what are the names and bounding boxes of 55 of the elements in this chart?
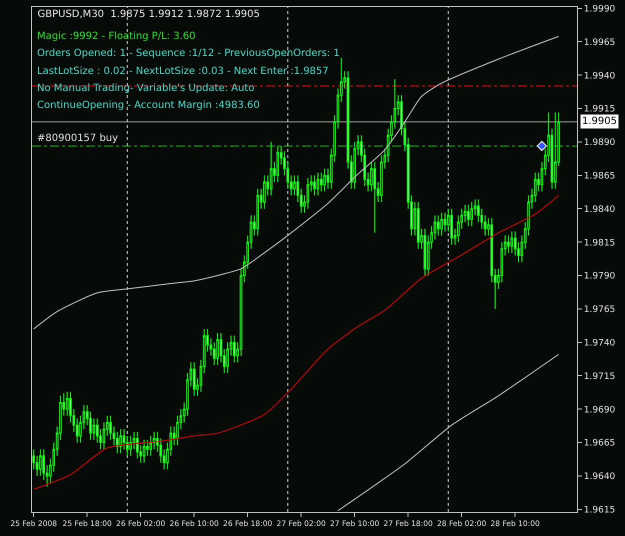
y-tick-label: 1.9840 xyxy=(584,204,616,215)
candlestick xyxy=(136,431,139,460)
candlestick xyxy=(276,145,280,183)
annotation: Magic :9992 - Floating P/L: 3.60 xyxy=(37,31,196,42)
candlestick xyxy=(232,335,236,363)
y-tick-label: 1.9915 xyxy=(584,104,616,115)
candlestick xyxy=(270,141,272,196)
candlestick xyxy=(216,332,219,366)
y-tick-label: 1.9815 xyxy=(584,238,616,248)
y-tick-label: 1.9640 xyxy=(584,472,616,482)
candlestick xyxy=(470,202,473,227)
ref-line-label: #80900157 buy xyxy=(37,133,118,144)
ref-line-label: 1.9905 xyxy=(582,116,617,127)
candlestick xyxy=(424,228,426,276)
candlestick xyxy=(129,435,132,456)
y-tick-label: 1.9665 xyxy=(584,438,616,449)
y-tick-label: 1.9890 xyxy=(584,138,616,148)
y-tick-label: 1.9790 xyxy=(584,272,616,282)
candlestick xyxy=(416,202,420,250)
candlestick xyxy=(467,204,470,227)
y-tick-label: 1.9990 xyxy=(584,4,616,14)
annotation: Orders Opened: 1 - Sequence :1/12 - PreviousOpenOrders: 1 xyxy=(37,48,340,59)
candlestick xyxy=(323,168,326,192)
candlestick xyxy=(263,174,266,210)
candlestick xyxy=(149,435,152,456)
candlestick xyxy=(450,208,453,246)
candlestick xyxy=(313,174,316,196)
y-tick-label: 1.9690 xyxy=(584,405,616,416)
candlestick xyxy=(316,172,320,196)
candlestick xyxy=(373,161,376,234)
candlestick xyxy=(554,112,557,190)
line-series xyxy=(33,194,560,490)
candlestick xyxy=(306,178,310,210)
y-tick-label: 1.9765 xyxy=(584,305,616,316)
y-tick-label: 1.9740 xyxy=(584,338,616,348)
candlestick xyxy=(436,214,440,236)
y-tick-label: 1.9715 xyxy=(584,372,616,382)
chart-title: GBPUSD,M30 1.9875 1.9912 1.9872 1.9905 xyxy=(38,9,260,20)
candlestick xyxy=(444,212,446,232)
candlestick xyxy=(510,230,514,254)
candlestick xyxy=(256,188,260,236)
candlestick xyxy=(142,439,146,464)
candlestick xyxy=(192,362,196,396)
annotation: ContinueOpening - Account Margin :4983.60 xyxy=(37,100,260,111)
candlestick xyxy=(39,448,42,476)
candlestick xyxy=(440,212,443,236)
y-tick-label: 1.9940 xyxy=(584,71,616,82)
candlestick xyxy=(119,428,122,454)
annotation: LastLotSize : 0.02 - NextLotSize :0.03 - Next Enter :1.9857 xyxy=(37,66,329,77)
y-tick-label: 1.9615 xyxy=(584,505,616,516)
candlestick xyxy=(507,234,510,254)
annotation: No Manual Trading- Variable's Update: Auto xyxy=(37,83,254,94)
y-tick-label: 1.9865 xyxy=(584,171,616,182)
candlestick xyxy=(320,172,323,192)
y-tick-label: 1.9965 xyxy=(584,38,616,48)
